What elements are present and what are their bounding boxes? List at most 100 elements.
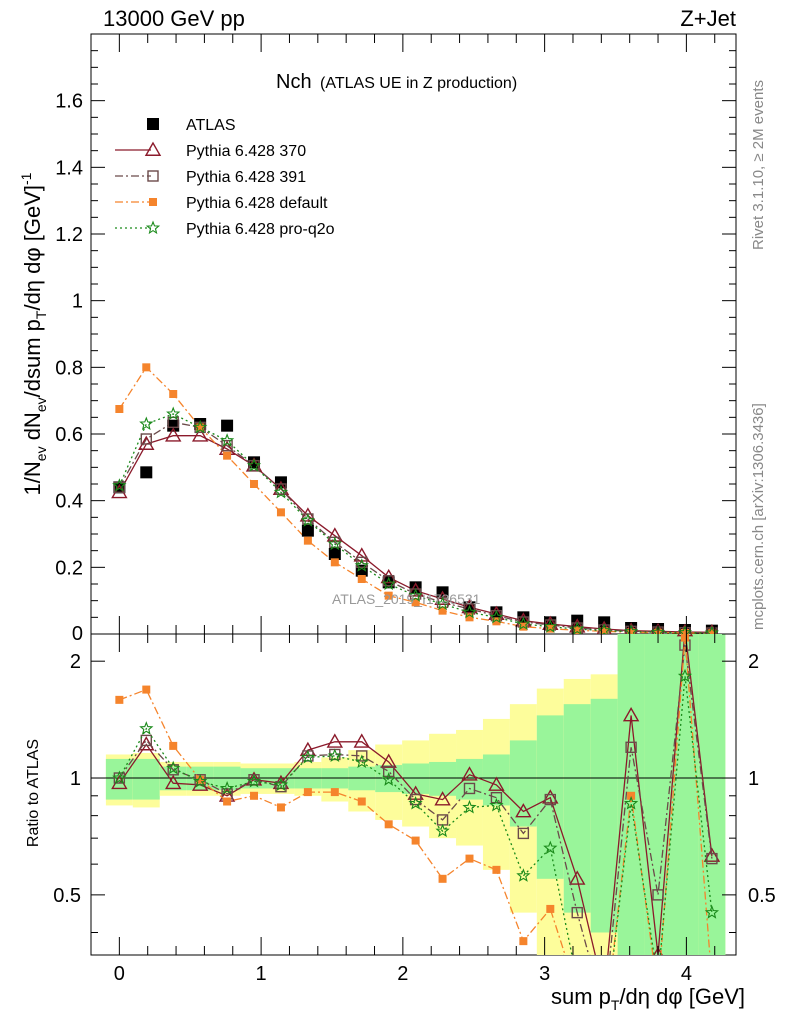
main-panel-frame	[90, 33, 737, 635]
ratio-point	[140, 734, 152, 747]
main-data-point	[327, 536, 342, 551]
ratio-y-tick-label-left: 2	[70, 651, 81, 673]
ratio-point	[543, 840, 558, 855]
main-data-point	[600, 627, 609, 634]
main-y-tick-label: 0.4	[55, 491, 83, 513]
main-data-point	[299, 507, 317, 522]
main-data-point	[680, 629, 689, 634]
ratio-point	[330, 788, 339, 797]
plot-title-sub: (ATLAS UE in Z production)	[320, 75, 517, 92]
ratio-point	[546, 904, 555, 913]
ratio-y-tick-label-right: 1	[748, 768, 759, 790]
process-label: Z+Jet	[680, 6, 736, 31]
main-data-point	[438, 606, 447, 615]
green-band-bin	[375, 765, 403, 793]
main-data-point	[219, 433, 235, 447]
ratio-point	[382, 765, 395, 778]
ratio-point	[461, 766, 478, 781]
green-band-bin	[698, 634, 726, 955]
main-y-tick-label: 0.8	[55, 357, 83, 379]
ratio-point	[438, 874, 447, 883]
ratio-point	[571, 906, 583, 919]
main-data-point	[465, 613, 474, 622]
main-y-tick-label: 1.2	[55, 224, 83, 246]
ratio-y-tick-label-right: 2	[748, 651, 759, 673]
ratio-point	[381, 772, 396, 786]
main-data-point	[300, 513, 316, 527]
main-data-point	[167, 419, 180, 432]
energy-label: 13000 GeV pp	[103, 6, 245, 31]
x-axis-label: sum pT/dη dφ [GeV]	[551, 984, 745, 1013]
ratio-point	[112, 770, 127, 785]
ratio-point	[677, 668, 693, 683]
main-y-tick-label: 1	[72, 291, 83, 313]
main-data-point	[704, 625, 720, 634]
ratio-point	[542, 789, 559, 804]
ratio-point	[623, 795, 639, 810]
x-tick-label: 3	[539, 963, 550, 985]
main-data-point	[169, 390, 178, 398]
ratio-point	[169, 741, 178, 750]
ratio-point	[223, 797, 232, 806]
ratio-point	[356, 750, 368, 762]
main-series-line	[118, 421, 712, 634]
ratio-y-tick-label-right: 0.5	[748, 885, 776, 907]
green-band-bin	[617, 634, 645, 955]
main-data-point	[192, 419, 208, 434]
ratio-point	[380, 753, 397, 768]
main-data-point	[357, 575, 366, 583]
ratio-point	[250, 791, 259, 800]
main-data-point	[115, 405, 124, 413]
ratio-point	[569, 870, 586, 885]
main-data-point	[677, 625, 693, 634]
ratio-point	[703, 847, 721, 862]
main-data-point	[142, 363, 151, 372]
green-band-bin	[644, 634, 672, 955]
ratio-point	[326, 733, 344, 748]
main-data-point	[462, 604, 477, 619]
main-data-point	[196, 423, 205, 432]
main-data-point	[140, 433, 152, 445]
main-data-point	[354, 558, 369, 572]
ratio-point	[142, 685, 151, 694]
ratio-point	[488, 776, 505, 791]
ratio-point	[519, 937, 528, 946]
main-data-point	[516, 616, 531, 631]
main-data-point	[250, 480, 259, 488]
ratio-point	[462, 799, 477, 814]
main-y-tick-label: 0.2	[55, 557, 83, 579]
ratio-point	[196, 775, 205, 784]
main-data-point	[650, 624, 666, 634]
green-band-bin	[671, 634, 699, 955]
main-data-point	[275, 483, 287, 495]
main-data-point	[355, 564, 368, 577]
main-data-point	[597, 623, 612, 634]
main-data-point	[435, 596, 450, 611]
legend-marker	[145, 220, 161, 235]
main-data-point	[356, 556, 368, 569]
ratio-point	[434, 791, 451, 806]
ratio-point	[517, 827, 530, 840]
ratio-point	[492, 865, 501, 874]
ratio-point	[411, 836, 420, 845]
main-data-point	[411, 598, 420, 607]
legend-label: Pythia 6.428 pro-q2o	[186, 221, 335, 238]
x-tick-label: 0	[114, 963, 125, 985]
ratio-point	[465, 854, 474, 863]
main-data-point	[111, 483, 128, 499]
main-data-point	[382, 574, 395, 587]
ratio-point	[544, 793, 556, 806]
legend-marker	[149, 198, 157, 206]
ratio-point	[353, 733, 370, 748]
main-data-point	[492, 617, 501, 626]
ratio-point	[276, 803, 285, 812]
main-data-point	[221, 439, 233, 452]
main-data-point	[381, 576, 396, 591]
main-data-point	[303, 536, 312, 545]
ratio-point	[166, 760, 181, 775]
main-data-point	[330, 558, 339, 567]
ratio-point	[354, 754, 369, 769]
green-band-bin	[132, 758, 160, 800]
main-data-point	[408, 588, 423, 602]
main-data-point	[246, 458, 262, 472]
